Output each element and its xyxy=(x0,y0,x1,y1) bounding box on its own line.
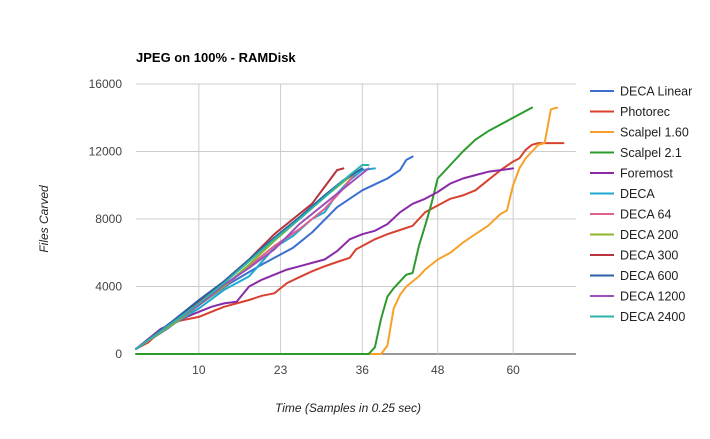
x-tick-label: 48 xyxy=(431,363,445,377)
series-line-scalpel-1-60 xyxy=(367,106,559,355)
y-tick-label: 0 xyxy=(115,347,122,361)
x-tick-label: 36 xyxy=(356,363,370,377)
y-tick-label: 16000 xyxy=(89,77,123,91)
grid xyxy=(136,83,576,355)
legend-label: DECA 600 xyxy=(620,269,678,283)
legend-label: DECA 200 xyxy=(620,228,678,242)
legend-label: Scalpel 2.1 xyxy=(620,146,682,160)
x-tick-label: 60 xyxy=(506,363,520,377)
y-tick-label: 4000 xyxy=(95,280,122,294)
x-tick-labels: 10 23 36 48 60 xyxy=(192,363,520,377)
x-axis-label: Time (Samples in 0.25 sec) xyxy=(275,401,421,415)
y-tick-label: 8000 xyxy=(95,212,122,226)
series-line-photorec xyxy=(135,142,565,350)
legend-label: DECA 64 xyxy=(620,208,671,222)
series-line-foremost xyxy=(135,167,515,350)
legend-label: Scalpel 1.60 xyxy=(620,126,689,140)
y-tick-labels: 0 4000 8000 12000 16000 xyxy=(89,77,123,361)
legend: DECA Linear Photorec Scalpel 1.60 Scalpel 2… xyxy=(590,85,692,324)
legend-label: DECA 1200 xyxy=(620,290,685,304)
x-tick-label: 23 xyxy=(274,363,288,377)
legend-label: DECA xyxy=(620,187,655,201)
legend-label: DECA 300 xyxy=(620,249,678,263)
legend-label: DECA 2400 xyxy=(620,310,685,324)
x-tick-label: 10 xyxy=(192,363,206,377)
series-line-deca-300 xyxy=(135,167,345,350)
series-line-scalpel-2-1 xyxy=(135,106,533,355)
series-lines xyxy=(135,106,565,355)
series-line-deca-600 xyxy=(135,167,364,350)
y-axis-label: Files Carved xyxy=(37,185,51,253)
legend-label: Photorec xyxy=(620,105,670,119)
legend-label: Foremost xyxy=(620,167,673,181)
y-tick-label: 12000 xyxy=(89,145,123,159)
chart-title: JPEG on 100% - RAMDisk xyxy=(136,50,296,65)
legend-label: DECA Linear xyxy=(620,85,692,99)
series-line-deca-2400 xyxy=(135,164,370,350)
